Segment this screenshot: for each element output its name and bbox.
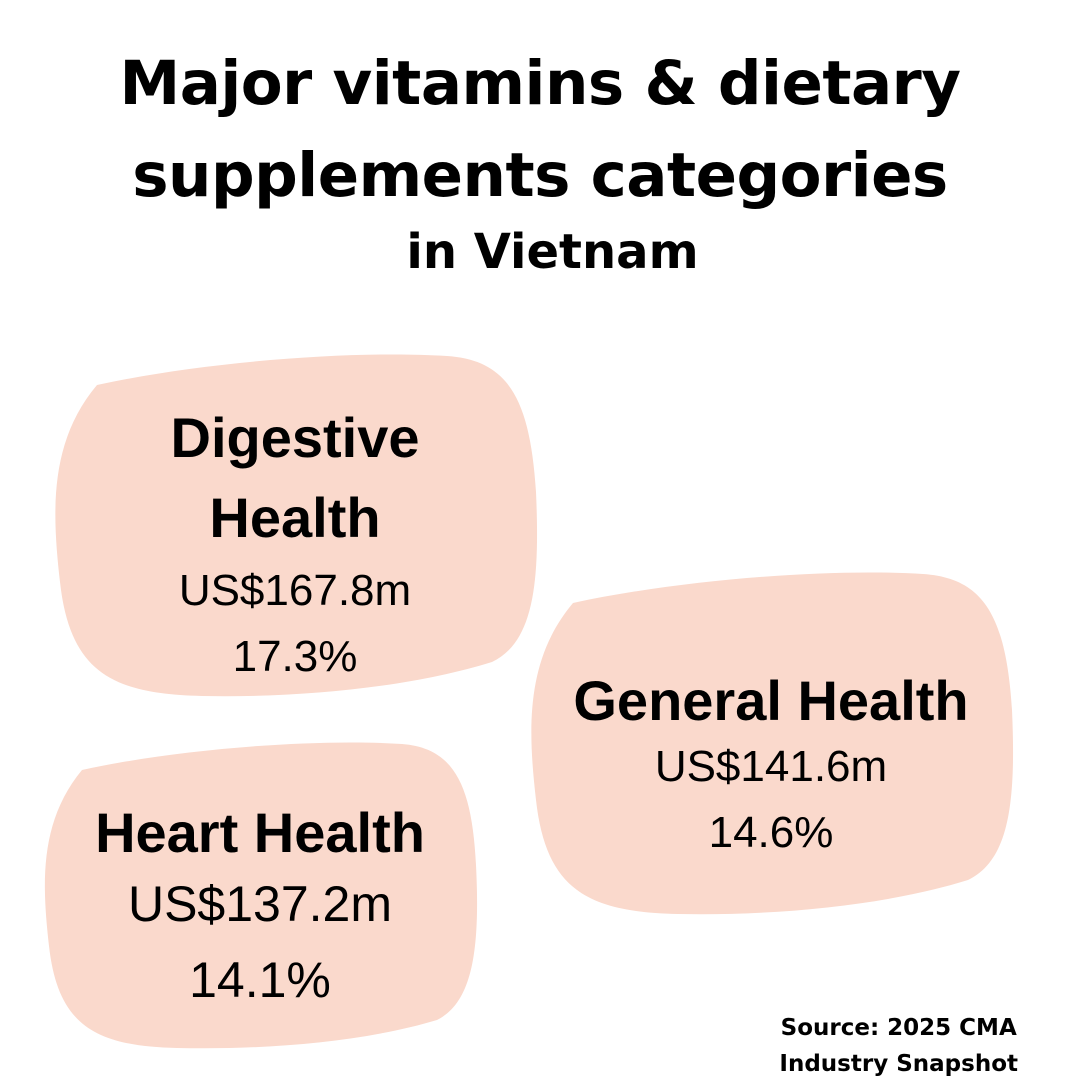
general-health-share: 14.6% [708,808,834,857]
digestive-health-name-line-1: Digestive [170,406,420,469]
heart-health-share: 14.1% [189,952,331,1008]
heart-health-card: Heart Health US$137.2m 14.1% [45,800,475,1018]
heart-health-card-shape [44,742,478,1049]
title-line-2: supplements categories [132,140,948,211]
source-note: Source: 2025 CMA Industry Snapshot [779,1010,1018,1082]
general-health-card: General Health US$141.6m 14.6% [530,668,1012,866]
digestive-health-card: Digestive Health US$167.8m 17.3% [55,398,535,690]
general-health-value: US$141.6m [654,742,888,791]
digestive-health-value: US$167.8m [178,566,412,615]
general-health-name: General Health [573,669,969,732]
source-line-2: Industry Snapshot [779,1051,1018,1077]
digestive-health-share: 17.3% [232,632,358,681]
heart-health-name: Heart Health [95,801,425,864]
page-subtitle: in Vietnam [406,224,699,280]
source-line-1: Source: 2025 CMA [780,1015,1017,1041]
digestive-health-card-shape [55,354,538,697]
page-title: Major vitamins & dietary supplements cat… [0,38,1080,222]
general-health-card-shape [531,572,1014,915]
heart-health-value: US$137.2m [127,876,393,932]
title-line-1: Major vitamins & dietary [119,48,962,119]
digestive-health-name-line-2: Health [209,486,381,549]
